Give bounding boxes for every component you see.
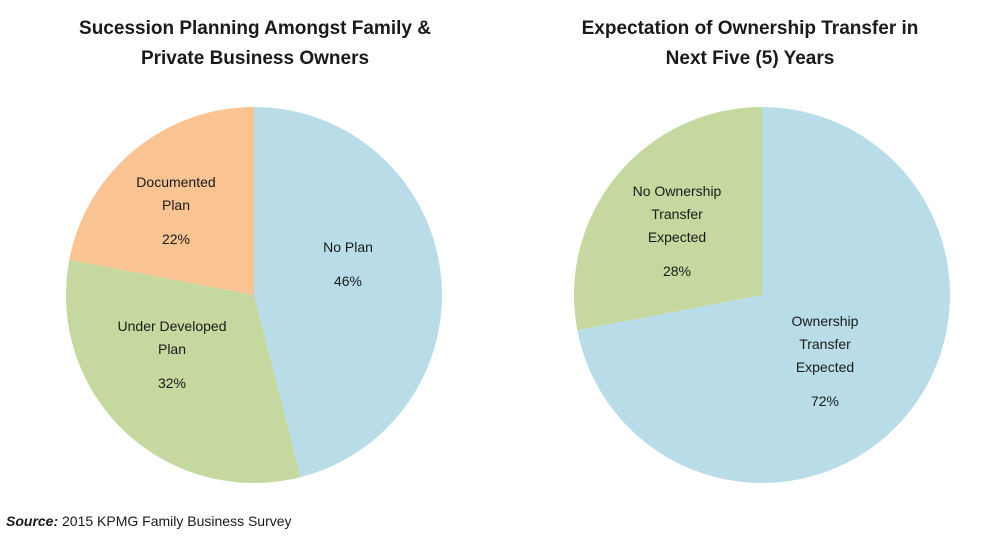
chart-title-line: Expectation of Ownership Transfer in: [581, 18, 919, 39]
slice-label: No Plan 46%: [323, 239, 373, 289]
slice-value-label: 28%: [663, 263, 691, 279]
pie-slice: [574, 107, 762, 331]
slice-value-label: 46%: [334, 273, 362, 289]
slice-label: No Ownership Transfer Expected 28%: [633, 183, 722, 279]
slice-value-label: 72%: [811, 393, 839, 409]
chart-title-line: Next Five (5) Years: [665, 48, 835, 69]
slice-label: Under Developed Plan 32%: [118, 318, 227, 391]
slice-value-label: 22%: [162, 231, 190, 247]
pie-slice: [577, 107, 951, 483]
source-text: 2015 KPMG Family Business Survey: [58, 513, 292, 529]
source-note: Source: 2015 KPMG Family Business Survey: [6, 513, 292, 529]
chart-title-ownership-transfer: Expectation of Ownership Transfer in Nex…: [530, 14, 970, 74]
slice-value-label: 32%: [158, 375, 186, 391]
source-prefix: Source:: [6, 513, 59, 529]
chart-title-succession: Sucession Planning Amongst Family & Priv…: [35, 14, 475, 74]
chart-title-line: Sucession Planning Amongst Family &: [79, 18, 431, 39]
slice-label: Documented Plan 22%: [136, 174, 215, 247]
pie-slice: [69, 106, 255, 296]
slice-label: Ownership Transfer Expected 72%: [792, 313, 859, 409]
pie-slice: [65, 259, 301, 483]
chart-title-line: Private Business Owners: [140, 48, 370, 69]
pie-slice: [254, 107, 442, 478]
